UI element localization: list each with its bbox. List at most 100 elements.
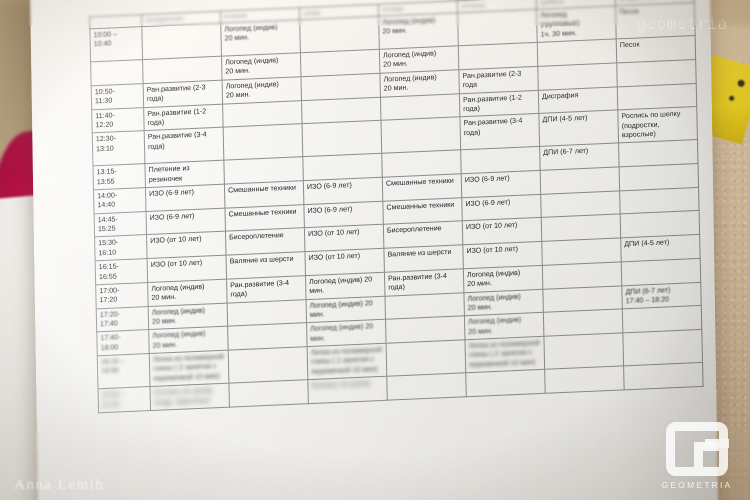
class-cell: Дисграфия bbox=[538, 86, 618, 114]
class-cell bbox=[141, 23, 222, 60]
class-cell: Лепка из полимерной глины ( 2 занятия с … bbox=[149, 350, 229, 387]
class-cell bbox=[301, 96, 381, 124]
class-cell bbox=[458, 42, 538, 70]
class-cell: ДПИ (4-5 лет) bbox=[620, 234, 701, 262]
time-slot-cell bbox=[90, 59, 144, 86]
class-cell bbox=[384, 292, 465, 320]
class-cell: ДПИ (4-5 лет) bbox=[538, 110, 619, 147]
time-slot-cell: 12:30- 13:10 bbox=[92, 130, 145, 167]
class-cell bbox=[543, 309, 623, 337]
time-slot-cell: 13:15- 13:55 bbox=[92, 163, 146, 190]
class-cell bbox=[222, 100, 303, 128]
class-cell bbox=[223, 123, 303, 161]
class-cell bbox=[460, 146, 541, 174]
class-cell bbox=[227, 299, 307, 327]
class-cell bbox=[385, 316, 465, 344]
watermark-geometria-logo: GEOMETRIA bbox=[654, 412, 740, 490]
class-cell bbox=[621, 258, 701, 286]
class-cell: ИЗО (от 10 лет) bbox=[146, 231, 227, 259]
schedule-body: 10:00 – 10:40 Логопед (индив) 20 мин. Лого… bbox=[89, 2, 704, 413]
schedule-table: понедельник вторник среда четверг пятница суб… bbox=[89, 0, 704, 413]
class-cell bbox=[300, 49, 380, 77]
class-cell: Бисероплетение bbox=[383, 221, 463, 249]
class-cell: ИЗО (6-9 лет) bbox=[145, 184, 225, 212]
class-cell: Валяние из шерсти bbox=[383, 244, 464, 273]
class-cell bbox=[541, 238, 622, 266]
class-cell bbox=[540, 190, 621, 218]
class-cell: Ран.развитие (2-3 года) bbox=[143, 79, 223, 108]
class-cell: ИЗО (от 10 лет) bbox=[147, 255, 227, 283]
class-cell: ИЗО (6-9 лет) bbox=[146, 207, 226, 236]
class-cell: ИЗО (от 10 лет) bbox=[462, 241, 543, 269]
time-slot-cell: 10:50- 11:30 bbox=[91, 83, 144, 110]
class-cell: Смешанные техники bbox=[382, 173, 462, 201]
class-cell bbox=[622, 305, 702, 333]
class-cell bbox=[302, 153, 383, 181]
class-cell: Лепка из полимерной глины ( 2 занятия с … bbox=[464, 336, 545, 373]
class-cell: Логопед (индив) 20 мин. bbox=[379, 69, 460, 97]
class-cell bbox=[380, 93, 460, 121]
class-cell: Логопед (индив) 20 мин. bbox=[463, 288, 544, 317]
class-cell bbox=[465, 369, 546, 397]
class-cell: ИЗО (от 10 лет) bbox=[304, 224, 384, 252]
class-cell: Роспись по шелку (подростки, взрослые) bbox=[617, 106, 698, 144]
class-cell: Смешанные техники bbox=[224, 204, 305, 232]
class-cell bbox=[620, 210, 700, 239]
class-cell: Логопед (индив) 20 мин. bbox=[306, 295, 386, 324]
class-cell: Логопед (индив) 20 мин. bbox=[305, 272, 385, 300]
time-slot-cell: 15:30- 16:10 bbox=[94, 235, 148, 262]
class-cell bbox=[540, 166, 620, 195]
class-cell: ДПИ (6-7 лет) 17:40 – 18:20 bbox=[621, 282, 702, 310]
class-cell: Логопед (индив) 20 мин. bbox=[464, 312, 544, 340]
geometria-logo-mark bbox=[666, 422, 729, 476]
class-cell: Логопед (индив) 20 мин. bbox=[147, 279, 228, 307]
class-cell: Логопед (индив) 20 мин. bbox=[463, 265, 543, 293]
class-cell bbox=[617, 82, 697, 111]
class-cell: Логопед (индив) 20 мин. bbox=[306, 319, 387, 347]
class-cell bbox=[227, 323, 308, 351]
class-cell: ИЗО (от 10 лет) bbox=[462, 217, 542, 245]
class-cell bbox=[381, 150, 462, 178]
class-cell: Бисероплетение bbox=[225, 228, 305, 256]
class-cell: ИЗО (6-9 лет) bbox=[461, 194, 542, 222]
class-cell bbox=[228, 379, 309, 407]
time-slot-cell: 17:40- 18:00 bbox=[96, 329, 150, 356]
time-slot-cell: 11:40- 12:20 bbox=[91, 107, 145, 134]
class-cell bbox=[618, 139, 699, 167]
class-cell: Ран.развитие (1-2 года) bbox=[459, 89, 539, 118]
time-slot-cell: 14:45- 15:25 bbox=[94, 211, 147, 238]
time-slot-cell: 17:00- 17:20 bbox=[95, 282, 149, 309]
schedule-table-wrap: понедельник вторник среда четверг пятница суб… bbox=[89, 0, 704, 413]
watermark-geometria-top: geometria bbox=[636, 13, 728, 33]
class-cell bbox=[537, 39, 617, 67]
time-slot-cell: 10:00 – 10:40 bbox=[89, 26, 143, 62]
class-cell: Логопед (индив) 20 мин. bbox=[220, 19, 301, 57]
time-slot-cell: 17:20- 17:40 bbox=[96, 306, 149, 333]
class-cell: Роспись по шелку bbox=[307, 376, 388, 404]
class-cell bbox=[386, 339, 466, 377]
class-cell: Логопед (индив) 20 мин. bbox=[221, 52, 301, 80]
class-cell bbox=[543, 332, 624, 370]
class-cell: Логопед (индив) 20 мин. bbox=[379, 45, 459, 74]
yellow-object-dot bbox=[736, 79, 746, 88]
class-cell: Ран.развитие (3-4 года) bbox=[144, 127, 224, 164]
class-cell bbox=[380, 117, 461, 154]
class-cell bbox=[457, 9, 538, 46]
yellow-object-dot bbox=[728, 95, 735, 102]
class-cell: ДПИ (6-7 лет) bbox=[539, 143, 620, 171]
class-cell bbox=[300, 73, 381, 101]
class-cell: Роспись по шелку (подр. взрослые) bbox=[149, 383, 230, 411]
photographer-credit: Anna Lemih bbox=[14, 477, 105, 493]
logo-inner-cut bbox=[694, 442, 719, 467]
class-cell: ИЗО (6-9 лет) bbox=[461, 170, 541, 198]
class-cell: ИЗО (6-9 лет) bbox=[303, 200, 384, 229]
class-cell: Логопед (индив) 20 мин. bbox=[222, 76, 302, 104]
class-cell bbox=[537, 62, 618, 90]
class-cell bbox=[386, 372, 467, 401]
time-slot-cell: 16:15- 16:55 bbox=[95, 258, 148, 285]
class-cell: Ран.развитие (3-4 года) bbox=[226, 275, 307, 303]
class-cell: Плетение из резиночек bbox=[144, 160, 225, 188]
paper-schedule-sheet: понедельник вторник среда четверг пятница суб… bbox=[29, 0, 719, 500]
class-cell bbox=[622, 329, 703, 367]
